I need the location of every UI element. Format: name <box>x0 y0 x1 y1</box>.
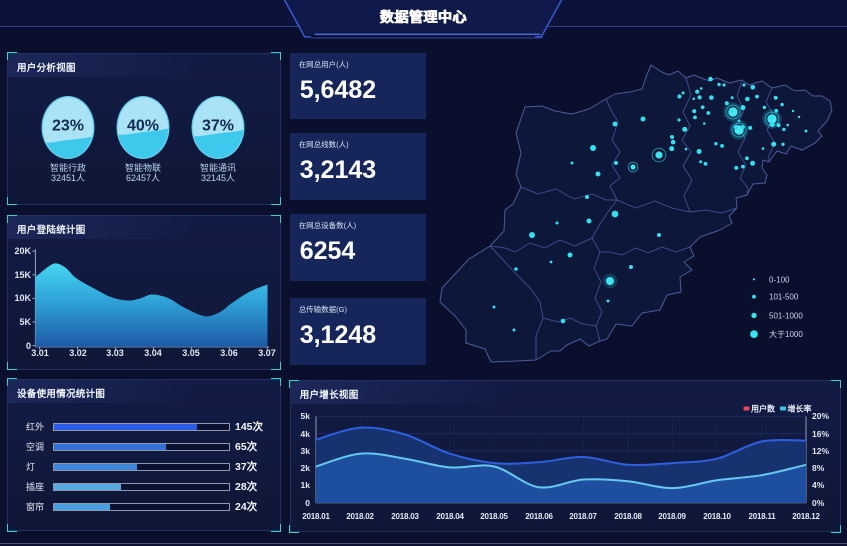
svg-text:2018.02: 2018.02 <box>346 512 374 521</box>
svg-text:2018.12: 2018.12 <box>792 512 820 521</box>
svg-text:2018.06: 2018.06 <box>525 512 553 521</box>
svg-text:2018.07: 2018.07 <box>569 512 597 521</box>
svg-text:0: 0 <box>305 498 310 508</box>
svg-text:0-100: 0-100 <box>769 275 790 284</box>
svg-text:2k: 2k <box>301 463 311 473</box>
svg-text:5k: 5k <box>301 411 311 421</box>
svg-text:20%: 20% <box>812 411 829 421</box>
svg-text:23%: 23% <box>52 117 84 134</box>
svg-text:10K: 10K <box>14 293 31 303</box>
svg-text:3.01: 3.01 <box>31 348 49 358</box>
svg-text:501-1000: 501-1000 <box>769 312 803 321</box>
svg-text:37%: 37% <box>202 117 234 134</box>
svg-text:增长率: 增长率 <box>788 404 812 414</box>
svg-text:101-500: 101-500 <box>769 293 799 302</box>
svg-text:2018.10: 2018.10 <box>703 512 731 521</box>
svg-text:3.04: 3.04 <box>144 348 162 358</box>
svg-text:4%: 4% <box>812 480 825 490</box>
svg-text:2018.05: 2018.05 <box>480 512 508 521</box>
svg-text:2018.03: 2018.03 <box>391 512 419 521</box>
svg-text:16%: 16% <box>812 429 829 439</box>
svg-text:0%: 0% <box>812 498 825 508</box>
svg-text:3.06: 3.06 <box>220 348 238 358</box>
svg-text:用户数: 用户数 <box>750 404 776 414</box>
svg-text:4k: 4k <box>301 429 311 439</box>
svg-text:3.05: 3.05 <box>182 348 200 358</box>
svg-text:3.03: 3.03 <box>106 348 124 358</box>
svg-text:3.02: 3.02 <box>69 348 87 358</box>
svg-text:3k: 3k <box>301 446 311 456</box>
svg-text:5K: 5K <box>19 317 31 327</box>
svg-text:3.07: 3.07 <box>258 348 276 358</box>
svg-text:12%: 12% <box>812 446 829 456</box>
svg-text:1k: 1k <box>301 480 311 490</box>
svg-text:8%: 8% <box>812 463 825 473</box>
svg-text:2018.09: 2018.09 <box>658 512 686 521</box>
svg-text:15K: 15K <box>14 270 31 280</box>
svg-text:2018.11: 2018.11 <box>748 512 776 521</box>
svg-text:大于1000: 大于1000 <box>769 329 803 339</box>
svg-text:2018.04: 2018.04 <box>436 512 464 521</box>
svg-text:20K: 20K <box>14 246 31 256</box>
svg-text:0: 0 <box>26 341 31 351</box>
svg-text:2018.01: 2018.01 <box>302 512 330 521</box>
svg-text:40%: 40% <box>127 117 159 134</box>
svg-text:2018.08: 2018.08 <box>614 512 642 521</box>
